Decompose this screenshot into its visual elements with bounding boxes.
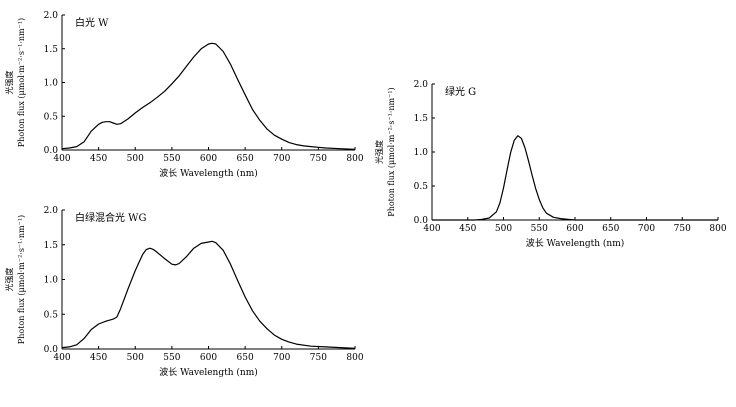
x-tick-label: 550	[163, 353, 180, 363]
chart-panel-0: 400 450 500 550 600 650 700 750 800 0.0 0.5 1.0 1.5 2…	[4, 11, 364, 179]
x-tick-label: 550	[163, 154, 180, 164]
y-axis-label: Photon flux (μmol·m⁻²·s⁻¹·nm⁻¹)	[17, 18, 26, 147]
x-tick-label: 750	[310, 154, 327, 164]
spectrum-line	[61, 42, 356, 150]
chart-panel-2: 400 450 500 550 600 650 700 750 800 0.0 0.5 1.0 1.5 2…	[374, 80, 727, 249]
x-tick-label: 500	[127, 353, 144, 363]
x-axis-label: 波长 Wavelength (nm)	[526, 237, 625, 249]
y-axis-label-cn: 光强度	[4, 268, 14, 292]
y-tick-label: 1.5	[44, 241, 59, 251]
x-tick-label: 400	[53, 353, 70, 363]
y-tick-label: 1.0	[414, 148, 429, 158]
x-tick-label: 700	[638, 224, 655, 234]
chart-panel-1: 400 450 500 550 600 650 700 750 800 0.0 0.5 1.0 1.5 2…	[4, 206, 364, 378]
x-tick-label: 650	[602, 224, 619, 234]
x-tick-label: 650	[237, 353, 254, 363]
y-tick-label: 2.0	[414, 80, 429, 90]
y-tick-label: 2.0	[44, 11, 59, 21]
x-tick-label: 750	[310, 353, 327, 363]
y-tick-label: 0.5	[44, 112, 59, 122]
y-tick-label: 0.5	[44, 310, 59, 320]
y-tick-label: 1.0	[44, 276, 59, 286]
x-tick-label: 400	[53, 154, 70, 164]
x-tick-label: 700	[273, 154, 290, 164]
y-axis-label-cn: 光强度	[374, 140, 384, 164]
x-tick-label: 400	[423, 224, 440, 234]
x-tick-label: 450	[90, 353, 107, 363]
x-tick-label: 450	[459, 224, 476, 234]
chart-title: 白绿混合光 WG	[75, 211, 146, 224]
y-axis-label: Photon flux (μmol·m⁻²·s⁻¹·nm⁻¹)	[17, 215, 26, 344]
y-tick-label: 0.5	[414, 182, 429, 192]
x-tick-label: 550	[531, 224, 548, 234]
x-tick-label: 800	[346, 353, 363, 363]
y-tick-label: 0.0	[44, 146, 59, 156]
x-tick-label: 700	[273, 353, 290, 363]
x-tick-label: 500	[127, 154, 144, 164]
y-tick-label: 1.0	[44, 79, 59, 89]
chart-title: 白光 W	[75, 16, 109, 29]
x-axis-label: 波长 Wavelength (nm)	[159, 366, 258, 378]
spectrum-line	[432, 135, 718, 221]
x-tick-label: 600	[200, 353, 217, 363]
y-tick-label: 1.5	[44, 45, 59, 55]
x-tick-label: 450	[90, 154, 107, 164]
spectrum-line	[61, 240, 356, 349]
y-axis-label-cn: 光强度	[4, 71, 14, 95]
y-tick-label: 0.0	[414, 216, 429, 226]
chart-title: 绿光 G	[445, 85, 476, 98]
y-tick-label: 0.0	[44, 345, 59, 355]
x-tick-label: 650	[237, 154, 254, 164]
y-tick-label: 2.0	[44, 206, 59, 216]
x-tick-label: 800	[346, 154, 363, 164]
y-axis-label: Photon flux (μmol·m⁻²·s⁻¹·nm⁻¹)	[387, 87, 396, 216]
x-tick-label: 750	[674, 224, 691, 234]
x-tick-label: 800	[709, 224, 726, 234]
x-axis-label: 波长 Wavelength (nm)	[159, 167, 258, 179]
x-tick-label: 600	[566, 224, 583, 234]
x-tick-label: 600	[200, 154, 217, 164]
x-tick-label: 500	[495, 224, 512, 234]
y-tick-label: 1.5	[414, 114, 429, 124]
